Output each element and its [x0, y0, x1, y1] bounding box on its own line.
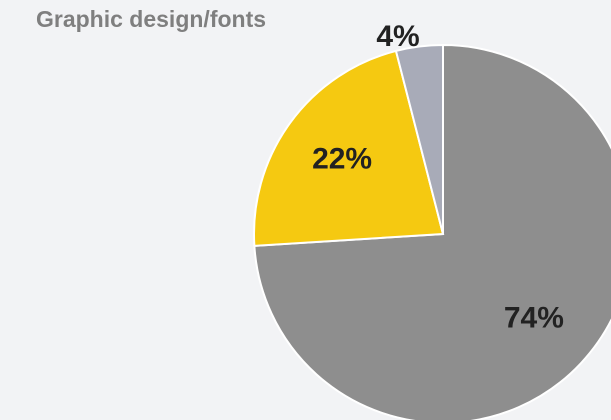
pie-slice-74	[253, 43, 611, 420]
pie-slice-labels: 74% 22% 4%	[312, 20, 564, 334]
pie-slice-22	[252, 49, 445, 247]
chart-title: Graphic design/fonts	[36, 6, 267, 32]
slice-label-74: 74%	[504, 301, 564, 334]
slice-label-22: 22%	[312, 143, 372, 176]
slice-label-4: 4%	[376, 20, 419, 53]
pie-slices	[252, 43, 611, 420]
pie-slice-4	[394, 43, 444, 235]
